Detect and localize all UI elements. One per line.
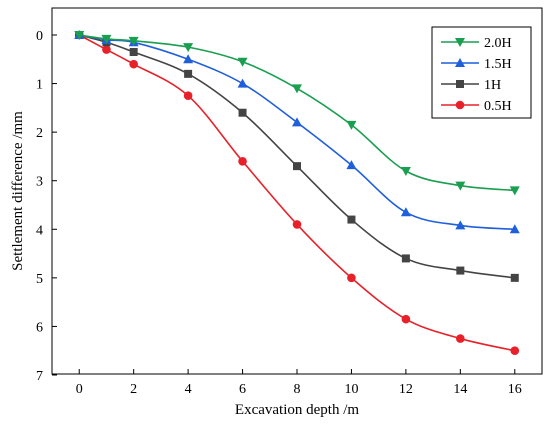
- x-tick-label: 12: [399, 382, 413, 397]
- data-point: [455, 100, 465, 110]
- data-point: [400, 207, 411, 217]
- data-point: [74, 31, 85, 40]
- data-point: [183, 91, 193, 101]
- legend-item: 0.5H: [441, 99, 512, 114]
- x-tick-label: 4: [185, 382, 192, 397]
- data-point: [238, 156, 247, 166]
- legend-label: 1H: [484, 78, 501, 93]
- y-tick-label: 4: [36, 223, 43, 238]
- data-point: [293, 162, 301, 171]
- series-line: [79, 34, 515, 192]
- x-tick-label: 0: [76, 382, 83, 397]
- series-line: [79, 34, 515, 279]
- y-tick-label: 7: [36, 369, 43, 384]
- data-point: [455, 58, 465, 67]
- x-axis-title: Excavation depth /m: [235, 402, 359, 418]
- data-point: [347, 215, 356, 224]
- legend: 2.0H 1.5H 1H 0.5H: [431, 26, 532, 119]
- x-tick-label: 14: [453, 382, 467, 397]
- series-2.0H: [74, 31, 520, 196]
- data-point: [292, 117, 302, 127]
- y-tick-label: 3: [36, 175, 43, 190]
- x-tick-label: 2: [130, 382, 137, 397]
- data-point: [509, 224, 520, 234]
- data-point: [184, 69, 193, 78]
- x-tick-label: 6: [239, 382, 246, 397]
- data-point: [346, 160, 357, 170]
- legend-item: 1H: [441, 78, 501, 93]
- series-line: [78, 34, 515, 352]
- data-point: [238, 108, 247, 117]
- data-point: [455, 181, 466, 191]
- data-point: [292, 220, 302, 229]
- data-point: [292, 84, 302, 94]
- data-point: [102, 45, 111, 54]
- data-point: [510, 273, 519, 282]
- data-point: [455, 220, 466, 230]
- y-tick-label: 0: [36, 29, 43, 44]
- data-point: [101, 34, 112, 44]
- data-point: [129, 59, 138, 69]
- legend-label: 0.5H: [484, 99, 512, 114]
- y-tick-label: 1: [36, 78, 43, 93]
- data-point: [237, 78, 248, 88]
- legend-label: 2.0H: [484, 36, 512, 51]
- data-point: [183, 43, 194, 53]
- data-point: [456, 80, 464, 88]
- legend-item: 1.5H: [441, 57, 512, 72]
- data-point: [347, 273, 356, 283]
- series-layer: [74, 30, 520, 356]
- data-point: [128, 36, 139, 46]
- data-point: [509, 186, 520, 196]
- x-tick-label: 8: [294, 382, 301, 397]
- y-tick-label: 6: [36, 320, 43, 335]
- data-point: [400, 167, 411, 176]
- y-tick-label: 5: [36, 272, 43, 287]
- data-point: [510, 346, 520, 356]
- data-point: [456, 334, 465, 343]
- legend-label: 1.5H: [484, 57, 512, 72]
- data-point: [346, 120, 357, 130]
- data-point: [401, 314, 411, 324]
- x-tick-label: 16: [508, 382, 522, 397]
- data-point: [183, 54, 194, 64]
- legend-item: 2.0H: [441, 36, 512, 51]
- x-tick-label: 10: [344, 382, 358, 397]
- data-point: [237, 57, 248, 67]
- data-point: [456, 266, 465, 275]
- y-axis-title: Settlement difference /mm: [10, 111, 26, 271]
- data-point: [129, 48, 138, 56]
- y-tick-label: 2: [36, 126, 43, 141]
- data-point: [455, 38, 465, 47]
- data-point: [401, 254, 410, 263]
